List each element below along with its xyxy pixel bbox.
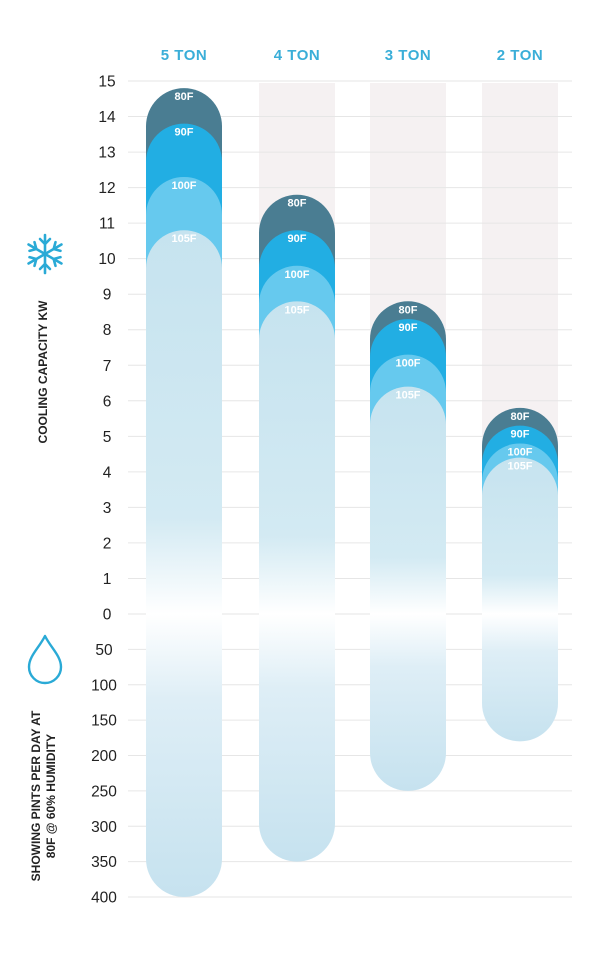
cooling-tick-label: 0 — [103, 607, 112, 624]
temperature-label: 90F — [288, 233, 307, 245]
pints-bar — [482, 614, 558, 742]
cooling-tick-label: 9 — [103, 287, 112, 304]
temperature-label: 80F — [288, 198, 307, 210]
temperature-label: 100F — [171, 180, 196, 192]
column-label: 5 TON — [161, 47, 207, 64]
pints-bar — [146, 614, 222, 897]
temperature-label: 100F — [507, 446, 532, 458]
cooling-bar-105f — [370, 386, 446, 614]
cooling-tick-label: 14 — [98, 109, 116, 126]
pints-tick-label: 250 — [91, 783, 117, 800]
pints-tick-label: 350 — [91, 854, 117, 871]
cooling-tick-label: 11 — [99, 216, 115, 233]
snowflake-icon — [27, 233, 63, 275]
temperature-label: 80F — [399, 304, 418, 316]
cooling-tick-label: 7 — [103, 358, 112, 375]
cooling-tick-label: 5 — [103, 429, 112, 446]
pints-tick-label: 200 — [91, 748, 117, 765]
pints-tick-label: 400 — [91, 890, 117, 907]
column-label: 2 TON — [497, 47, 543, 64]
cooling-tick-label: 2 — [103, 535, 112, 552]
cooling-tick-label: 12 — [98, 180, 115, 197]
temperature-label: 80F — [175, 91, 194, 103]
cooling-bar-105f — [482, 457, 558, 614]
temperature-label: 100F — [395, 358, 420, 370]
cooling-bars: 80F 90F 100F 105F 80F 90F 100F 105F 80F 90F 100F 10… — [146, 88, 558, 615]
pints-tick-label: 100 — [91, 677, 117, 694]
temperature-label: 105F — [171, 233, 196, 245]
column-label: 4 TON — [274, 47, 320, 64]
cooling-tick-label: 6 — [103, 393, 112, 410]
pints-bar — [370, 614, 446, 791]
pints-tick-label: 150 — [91, 713, 117, 730]
temperature-label: 90F — [175, 127, 194, 139]
temperature-label: 105F — [395, 390, 420, 402]
temperature-label: 105F — [284, 304, 309, 316]
cooling-tick-label: 13 — [98, 145, 115, 162]
temperature-label: 105F — [507, 461, 532, 473]
column-labels: 5 TON 4 TON 3 TON 2 TON — [161, 47, 543, 64]
cooling-tick-label: 4 — [103, 464, 112, 481]
cooling-bar-105f — [259, 301, 335, 614]
pints-bar — [259, 614, 335, 862]
cooling-tick-label: 10 — [98, 251, 116, 268]
column-label: 3 TON — [385, 47, 431, 64]
temperature-label: 90F — [399, 322, 418, 334]
cooling-tick-label: 3 — [103, 500, 112, 517]
temperature-label: 80F — [511, 411, 530, 423]
cooling-tick-label: 1 — [103, 571, 112, 588]
cooling-axis-title: COOLING CAPACITY KW — [36, 300, 50, 444]
cooling-tick-label: 8 — [103, 322, 112, 339]
temperature-label: 100F — [284, 269, 309, 281]
pints-axis-title-line1: SHOWING PINTS PER DAY AT — [29, 710, 43, 881]
pints-tick-label: 300 — [91, 819, 117, 836]
pints-bars — [146, 614, 558, 897]
pints-axis-title-line2: 80F @ 60% HUMIDITY — [44, 734, 58, 858]
water-drop-icon — [27, 634, 63, 685]
axis-ticks: 1514131211109876543210501001502002503003… — [91, 74, 117, 907]
temperature-label: 90F — [511, 429, 530, 441]
pints-tick-label: 50 — [95, 642, 113, 659]
cooling-tick-label: 15 — [98, 74, 115, 91]
cooling-bar-105f — [146, 230, 222, 614]
